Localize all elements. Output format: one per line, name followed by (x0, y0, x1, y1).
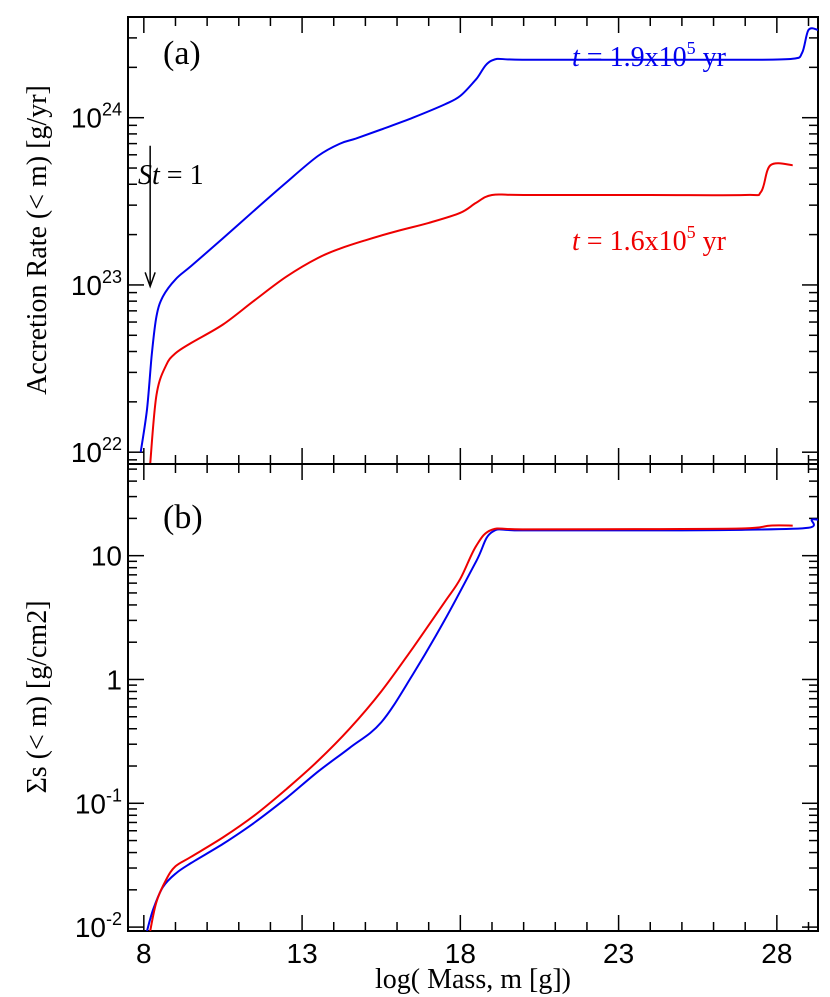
stokes-number-annotation: St = 1 (138, 160, 204, 191)
x-tick-label: 13 (287, 938, 318, 969)
panel-b-curves (146, 518, 818, 931)
y-tick-label: 10-2 (75, 909, 122, 943)
x-tick-labels: 8 13 18 23 28 (136, 938, 792, 969)
series-line-0 (139, 27, 818, 453)
y-tick-label: 1023 (71, 267, 122, 301)
panel-a-y-axis-label: Accretion Rate (< m) [g/yr] (22, 85, 53, 395)
panel-b-label: (b) (163, 499, 203, 536)
series-label-t19: t = 1.9x105 yr (572, 38, 727, 73)
panel-b-y-tick-labels: 10-2 10-1 1 10 (75, 541, 122, 943)
y-tick-label: 1 (106, 664, 122, 695)
y-tick-label: 10 (91, 541, 122, 572)
panel-a-ticks (128, 16, 818, 464)
stokes-arrow (144, 145, 156, 289)
x-tick-label: 18 (445, 938, 476, 969)
panel-a-curves (139, 27, 818, 464)
panel-a: (a) 1022 1023 1024 Accretion Rate (< m) [g… (22, 16, 819, 469)
x-tick-label: 28 (761, 938, 792, 969)
y-tick-label: 10-1 (75, 785, 122, 819)
x-tick-label: 8 (136, 938, 152, 969)
panel-a-y-tick-labels: 1022 1023 1024 (71, 100, 122, 469)
x-tick-label: 23 (603, 938, 634, 969)
stokes-arrow-head (144, 272, 156, 289)
series-label-t16: t = 1.6x105 yr (572, 222, 727, 257)
x-axis-label: log( Mass, m [g]) (375, 964, 571, 995)
y-tick-label: 1024 (71, 100, 122, 134)
series-line-1 (149, 162, 793, 464)
y-tick-label: 1022 (71, 434, 122, 468)
panel-a-label: (a) (163, 35, 201, 72)
panel-b-ticks (128, 464, 818, 931)
panel-b-y-axis-label: Σs (< m) [g/cm2] (22, 600, 53, 793)
panel-b: (b) 10-2 10-1 1 10 8 13 18 23 28 Σs (< m) [g/cm… (22, 463, 819, 995)
series-line-1 (149, 524, 793, 931)
series-line-0 (146, 518, 818, 931)
panel-b-frame (127, 463, 819, 932)
